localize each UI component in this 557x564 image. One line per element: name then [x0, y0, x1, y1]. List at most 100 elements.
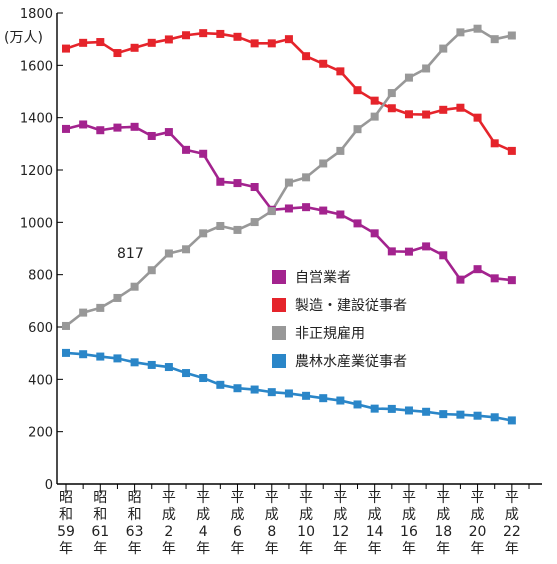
data-point [370, 96, 379, 105]
data-point [302, 203, 311, 212]
data-point [62, 321, 70, 330]
data-point [182, 31, 191, 40]
data-point [182, 245, 191, 254]
x-tick-label: 平成 16 年 [400, 490, 418, 557]
data-point [422, 64, 431, 73]
y-tick-label: 600 [28, 321, 53, 336]
data-point [456, 103, 465, 112]
data-point [216, 177, 225, 186]
data-point [284, 389, 293, 398]
data-point [79, 308, 88, 317]
x-tick-label: 昭和 61 年 [91, 490, 109, 557]
data-point [336, 146, 345, 155]
data-point [216, 221, 225, 230]
data-point [216, 380, 225, 389]
data-point [233, 32, 242, 41]
data-point [79, 120, 88, 129]
data-point [302, 391, 311, 400]
x-axis-ticks: 昭和 59 年昭和 61 年昭和 63 年 平成 2 年 平成 4 年 平成 6 年 平成 8 年 平成 10 年平成 12… [57, 484, 530, 557]
y-tick-label: 1000 [20, 216, 53, 231]
x-tick-label: 平成 18 年 [434, 490, 452, 557]
data-point [233, 384, 242, 393]
data-point [507, 31, 516, 40]
legend-label: 自営業者 [295, 270, 351, 286]
data-point [147, 360, 156, 369]
data-point [404, 406, 413, 415]
data-point [439, 105, 448, 114]
data-label: 1714 [501, 0, 537, 4]
data-point [387, 247, 396, 256]
y-tick-label: 0 [45, 478, 53, 493]
data-point [250, 218, 259, 227]
data-point [62, 348, 70, 357]
data-point [113, 123, 122, 132]
axes [56, 13, 542, 485]
data-point [387, 89, 396, 98]
data-point [490, 139, 499, 148]
data-point [319, 59, 328, 68]
data-point [130, 358, 139, 367]
data-point [456, 410, 465, 419]
data-point [456, 275, 465, 284]
data-point [284, 204, 293, 213]
data-point [113, 293, 122, 302]
data-point [422, 242, 431, 251]
data-point [422, 110, 431, 119]
x-tick-label: 昭和 59 年 [57, 490, 75, 557]
data-point [199, 229, 208, 238]
y-axis-ticks: 0 200 400 600 800 1000 1200 1400 1600 1800 [20, 7, 63, 493]
data-point [79, 350, 88, 359]
data-point [507, 276, 516, 285]
data-point [164, 249, 173, 258]
data-point [507, 416, 516, 425]
data-point [62, 44, 70, 53]
data-point [507, 146, 516, 155]
y-tick-label: 400 [28, 373, 53, 388]
legend-swatch [272, 298, 286, 312]
x-tick-label: 平成 2 年 [162, 490, 176, 557]
data-point [267, 39, 276, 48]
data-point [96, 126, 105, 135]
data-point [233, 225, 242, 234]
x-tick-label: 平成 8 年 [265, 490, 279, 557]
data-point [490, 413, 499, 422]
data-point [147, 266, 156, 275]
data-point [130, 282, 139, 291]
y-tick-label: 1400 [20, 112, 53, 127]
data-point [319, 159, 328, 168]
data-point [353, 219, 362, 228]
data-point [96, 303, 105, 312]
data-point [182, 145, 191, 154]
data-point [439, 410, 448, 419]
data-point [302, 173, 311, 182]
data-point [473, 24, 482, 33]
x-tick-label: 平成 4 年 [196, 490, 210, 557]
legend-swatch [272, 270, 286, 284]
y-tick-label: 1800 [20, 7, 53, 22]
annotations: 817 1714 [117, 0, 537, 262]
data-point [353, 400, 362, 409]
y-tick-label: 1200 [20, 164, 53, 179]
y-axis-unit-label: (万人) [4, 30, 43, 46]
data-point [113, 49, 122, 58]
data-point [147, 131, 156, 140]
data-point [147, 38, 156, 47]
x-tick-label: 平成 20 年 [469, 490, 487, 557]
data-point [473, 265, 482, 274]
data-point [336, 67, 345, 76]
x-tick-label: 平成 6 年 [230, 490, 244, 557]
data-point [199, 374, 208, 383]
series-points [62, 24, 516, 425]
data-point [353, 125, 362, 134]
data-point [439, 44, 448, 53]
data-point [164, 128, 173, 137]
y-tick-label: 1600 [20, 59, 53, 74]
data-label: 817 [117, 246, 144, 262]
data-point [302, 52, 311, 61]
legend-label: 非正規雇用 [295, 325, 365, 342]
x-tick-label: 平成 12 年 [331, 490, 349, 557]
data-point [284, 178, 293, 187]
y-tick-label: 800 [28, 269, 53, 284]
data-point [182, 369, 191, 378]
